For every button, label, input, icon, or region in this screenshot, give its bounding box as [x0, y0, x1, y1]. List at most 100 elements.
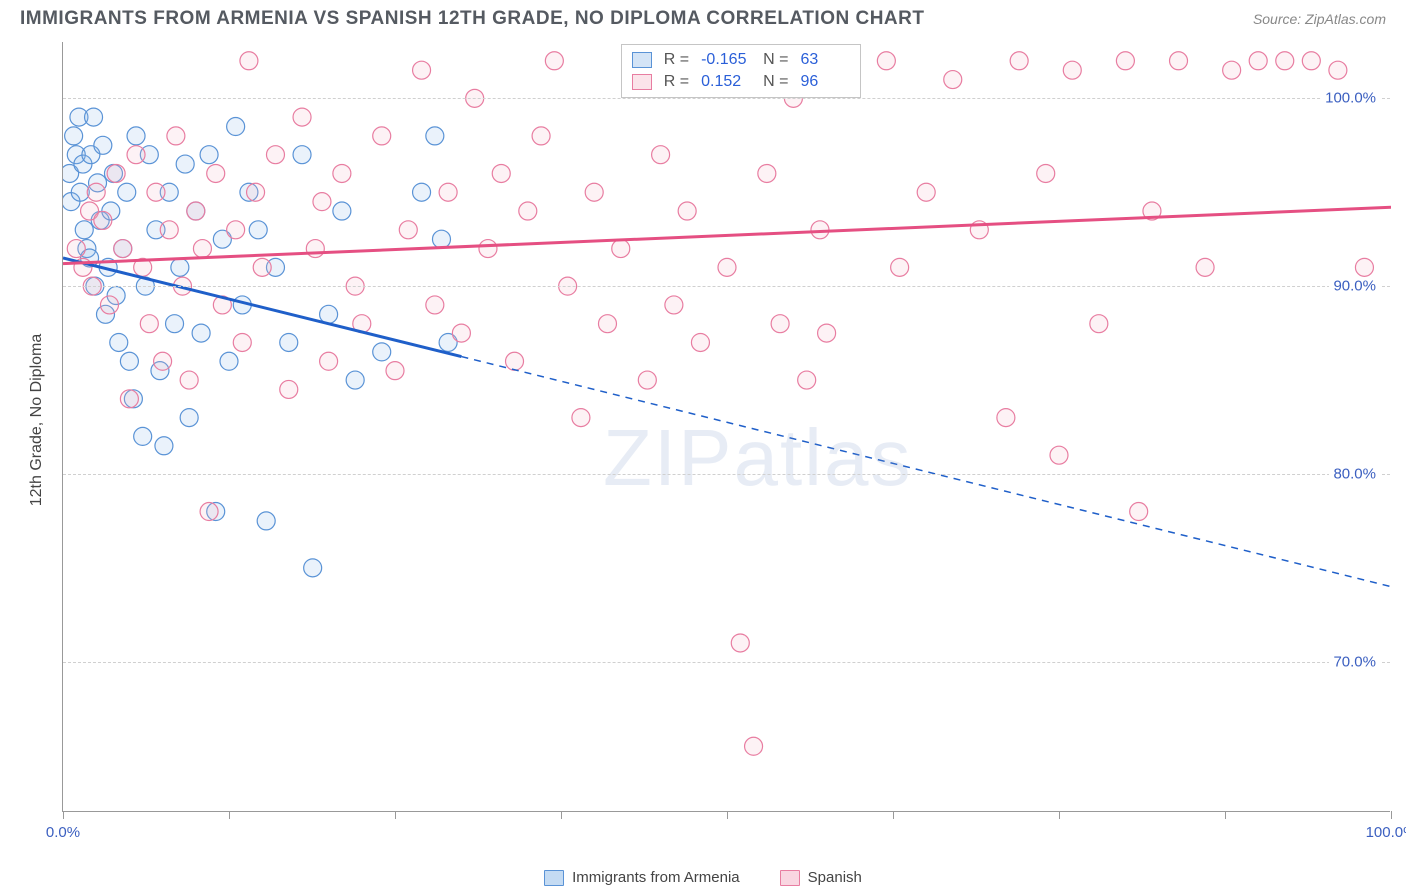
legend-item: Spanish: [780, 869, 862, 886]
scatter-point: [665, 296, 683, 314]
scatter-point: [154, 352, 172, 370]
legend-swatch: [544, 870, 564, 886]
scatter-point: [240, 52, 258, 70]
stats-r-label: R =: [664, 73, 689, 91]
scatter-point: [313, 193, 331, 211]
scatter-point: [200, 503, 218, 521]
scatter-point: [944, 71, 962, 89]
scatter-point: [120, 352, 138, 370]
scatter-point: [492, 164, 510, 182]
legend-label: Spanish: [808, 869, 862, 886]
scatter-point: [652, 146, 670, 164]
scatter-point: [85, 108, 103, 126]
scatter-point: [134, 427, 152, 445]
scatter-point: [293, 108, 311, 126]
y-tick-label: 70.0%: [1329, 653, 1380, 670]
scatter-point: [1249, 52, 1267, 70]
scatter-point: [257, 512, 275, 530]
scatter-point: [247, 183, 265, 201]
scatter-point: [798, 371, 816, 389]
scatter-point: [100, 296, 118, 314]
scatter-point: [120, 390, 138, 408]
scatter-point: [612, 240, 630, 258]
scatter-point: [75, 221, 93, 239]
scatter-point: [333, 202, 351, 220]
stats-n-label: N =: [763, 51, 788, 69]
scatter-point: [1010, 52, 1028, 70]
stats-n-label: N =: [763, 73, 788, 91]
stats-n-value: 63: [800, 51, 850, 69]
scatter-point: [346, 371, 364, 389]
scatter-point: [266, 146, 284, 164]
chart-title: IMMIGRANTS FROM ARMENIA VS SPANISH 12TH …: [20, 8, 924, 30]
scatter-point: [479, 240, 497, 258]
x-tick: [893, 811, 894, 819]
scatter-point: [65, 127, 83, 145]
scatter-point: [386, 362, 404, 380]
stats-r-label: R =: [664, 51, 689, 69]
scatter-point: [249, 221, 267, 239]
scatter-point: [638, 371, 656, 389]
x-tick: [561, 811, 562, 819]
scatter-point: [1130, 503, 1148, 521]
scatter-point: [87, 183, 105, 201]
scatter-point: [306, 240, 324, 258]
scatter-point: [678, 202, 696, 220]
legend-item: Immigrants from Armenia: [544, 869, 740, 886]
scatter-point: [171, 258, 189, 276]
scatter-point: [114, 240, 132, 258]
scatter-point: [373, 127, 391, 145]
gridline: [63, 286, 1390, 287]
x-tick-label: 100.0%: [1366, 824, 1406, 841]
stats-legend-box: R =-0.165N =63R =0.152N =96: [621, 44, 862, 98]
scatter-point: [1276, 52, 1294, 70]
scatter-point: [718, 258, 736, 276]
scatter-point: [997, 409, 1015, 427]
scatter-point: [280, 380, 298, 398]
gridline: [63, 474, 1390, 475]
scatter-point: [691, 333, 709, 351]
scatter-point: [253, 258, 271, 276]
trend-line-extrapolated: [461, 357, 1391, 587]
scatter-point: [399, 221, 417, 239]
scatter-point: [180, 409, 198, 427]
scatter-point: [519, 202, 537, 220]
scatter-point: [304, 559, 322, 577]
scatter-point: [118, 183, 136, 201]
scatter-point: [426, 127, 444, 145]
scatter-point: [280, 333, 298, 351]
scatter-point: [233, 333, 251, 351]
scatter-point: [572, 409, 590, 427]
scatter-point: [140, 315, 158, 333]
scatter-point: [426, 296, 444, 314]
scatter-point: [1090, 315, 1108, 333]
y-axis-label: 12th Grade, No Diploma: [28, 334, 46, 507]
scatter-point: [227, 118, 245, 136]
scatter-point: [127, 146, 145, 164]
scatter-point: [227, 221, 245, 239]
scatter-point: [67, 240, 85, 258]
scatter-point: [193, 240, 211, 258]
scatter-point: [1063, 61, 1081, 79]
scatter-point: [147, 183, 165, 201]
scatter-point: [176, 155, 194, 173]
scatter-point: [1170, 52, 1188, 70]
x-tick: [727, 811, 728, 819]
scatter-point: [333, 164, 351, 182]
scatter-point: [320, 352, 338, 370]
scatter-point: [731, 634, 749, 652]
scatter-point: [293, 146, 311, 164]
scatter-point: [545, 52, 563, 70]
stats-n-value: 96: [800, 73, 850, 91]
scatter-point: [413, 183, 431, 201]
x-tick: [1225, 811, 1226, 819]
scatter-point: [506, 352, 524, 370]
scatter-point: [1050, 446, 1068, 464]
scatter-point: [439, 183, 457, 201]
scatter-point: [110, 333, 128, 351]
gridline: [63, 98, 1390, 99]
legend-swatch: [632, 52, 652, 68]
y-tick-label: 80.0%: [1329, 465, 1380, 482]
scatter-point: [818, 324, 836, 342]
scatter-point: [1355, 258, 1373, 276]
